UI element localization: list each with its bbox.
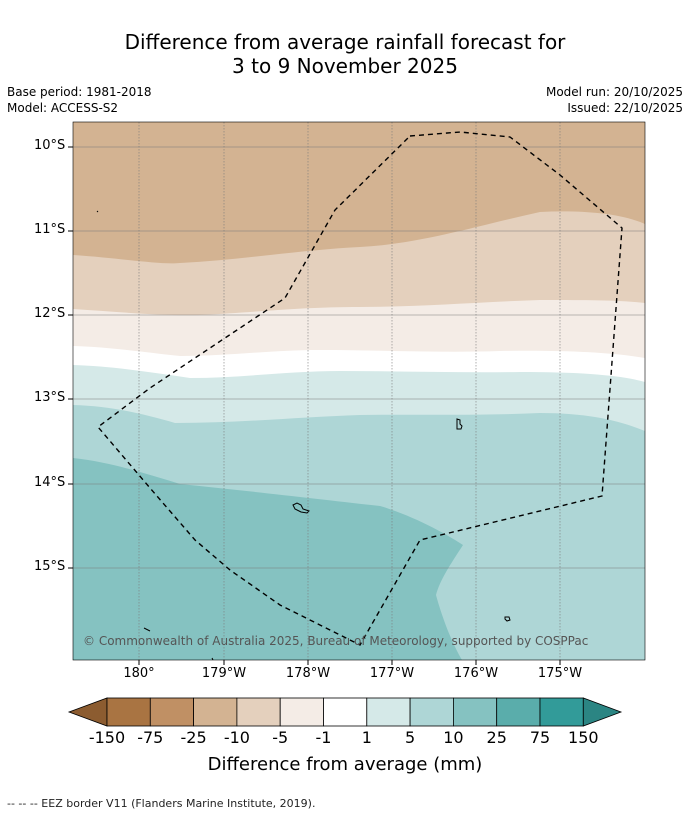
legend-label: 5 — [405, 728, 416, 747]
legend-swatch-9 — [452, 697, 498, 727]
legend-title: Difference from average (mm) — [207, 754, 483, 775]
island-south — [211, 657, 214, 660]
legend-label: -25 — [180, 728, 207, 747]
chart-title: Difference from average rainfall forecas… — [0, 30, 690, 78]
model-run: Model run: 20/10/2025 — [545, 85, 683, 99]
lon-label-177w: 177°W — [369, 666, 415, 681]
legend-label: 25 — [486, 728, 507, 747]
lon-label-180: 180° — [123, 666, 155, 681]
lon-label-176w: 176°W — [453, 666, 499, 681]
lat-label-15s: 15°S — [34, 559, 66, 574]
legend-swatch-11 — [539, 697, 584, 727]
lat-label-13s: 13°S — [34, 390, 66, 405]
legend-label: 150 — [568, 728, 599, 747]
legend-label: 1 — [361, 728, 372, 747]
lat-label-11s: 11°S — [34, 222, 66, 237]
base-period: Base period: 1981-2018 — [7, 85, 152, 99]
legend-swatch-6 — [323, 697, 368, 727]
map-ticks — [68, 146, 561, 665]
legend-swatch-1 — [106, 697, 151, 727]
legend-swatch-7 — [366, 697, 411, 727]
legend-label: 75 — [529, 728, 551, 747]
lon-label-179w: 179°W — [201, 666, 247, 681]
band-pos10-pos25 — [73, 458, 463, 660]
title-line-2: 3 to 9 November 2025 — [232, 54, 458, 78]
legend-colorbar — [67, 697, 623, 727]
legend-swatch-5 — [279, 697, 324, 727]
legend-swatch-3 — [193, 697, 238, 727]
eez-border — [96, 131, 623, 646]
legend-swatch-8 — [409, 697, 454, 727]
island-southwest — [143, 627, 151, 632]
legend-swatch-4 — [236, 697, 281, 727]
legend-label: -1 — [315, 728, 332, 747]
map-frame — [72, 121, 646, 661]
lat-label-10s: 10°S — [34, 138, 66, 153]
copyright-notice: © Commonwealth of Australia 2025, Bureau… — [83, 634, 589, 648]
legend-label: -10 — [223, 728, 250, 747]
legend-label: 10 — [443, 728, 464, 747]
lat-label-12s: 12°S — [34, 306, 66, 321]
lon-label-175w: 175°W — [537, 666, 583, 681]
legend-extend-high — [582, 697, 623, 727]
islands — [96, 210, 511, 660]
island-central — [292, 502, 310, 514]
island-southeast — [504, 616, 511, 622]
island-east — [456, 418, 463, 430]
legend-label: -150 — [88, 728, 126, 747]
meta-right: Model run: 20/10/2025 Issued: 22/10/2025 — [546, 84, 683, 116]
meta-left: Base period: 1981-2018 Model: ACCESS-S2 — [7, 84, 152, 116]
title-line-1: Difference from average rainfall forecas… — [124, 30, 566, 54]
lat-label-14s: 14°S — [34, 475, 66, 490]
legend-extend-low — [67, 697, 108, 727]
eez-footnote: -- -- -- EEZ border V11 (Flanders Marine… — [7, 797, 316, 810]
legend-label: -75 — [137, 728, 164, 747]
legend-swatch-10 — [496, 697, 541, 727]
gridlines — [73, 122, 645, 660]
legend-label: -5 — [272, 728, 289, 747]
lon-label-178w: 178°W — [285, 666, 331, 681]
island-north — [96, 210, 99, 213]
map-area — [73, 122, 645, 660]
model-name: Model: ACCESS-S2 — [7, 101, 119, 115]
issued-date: Issued: 22/10/2025 — [567, 101, 683, 115]
legend-swatch-2 — [149, 697, 195, 727]
